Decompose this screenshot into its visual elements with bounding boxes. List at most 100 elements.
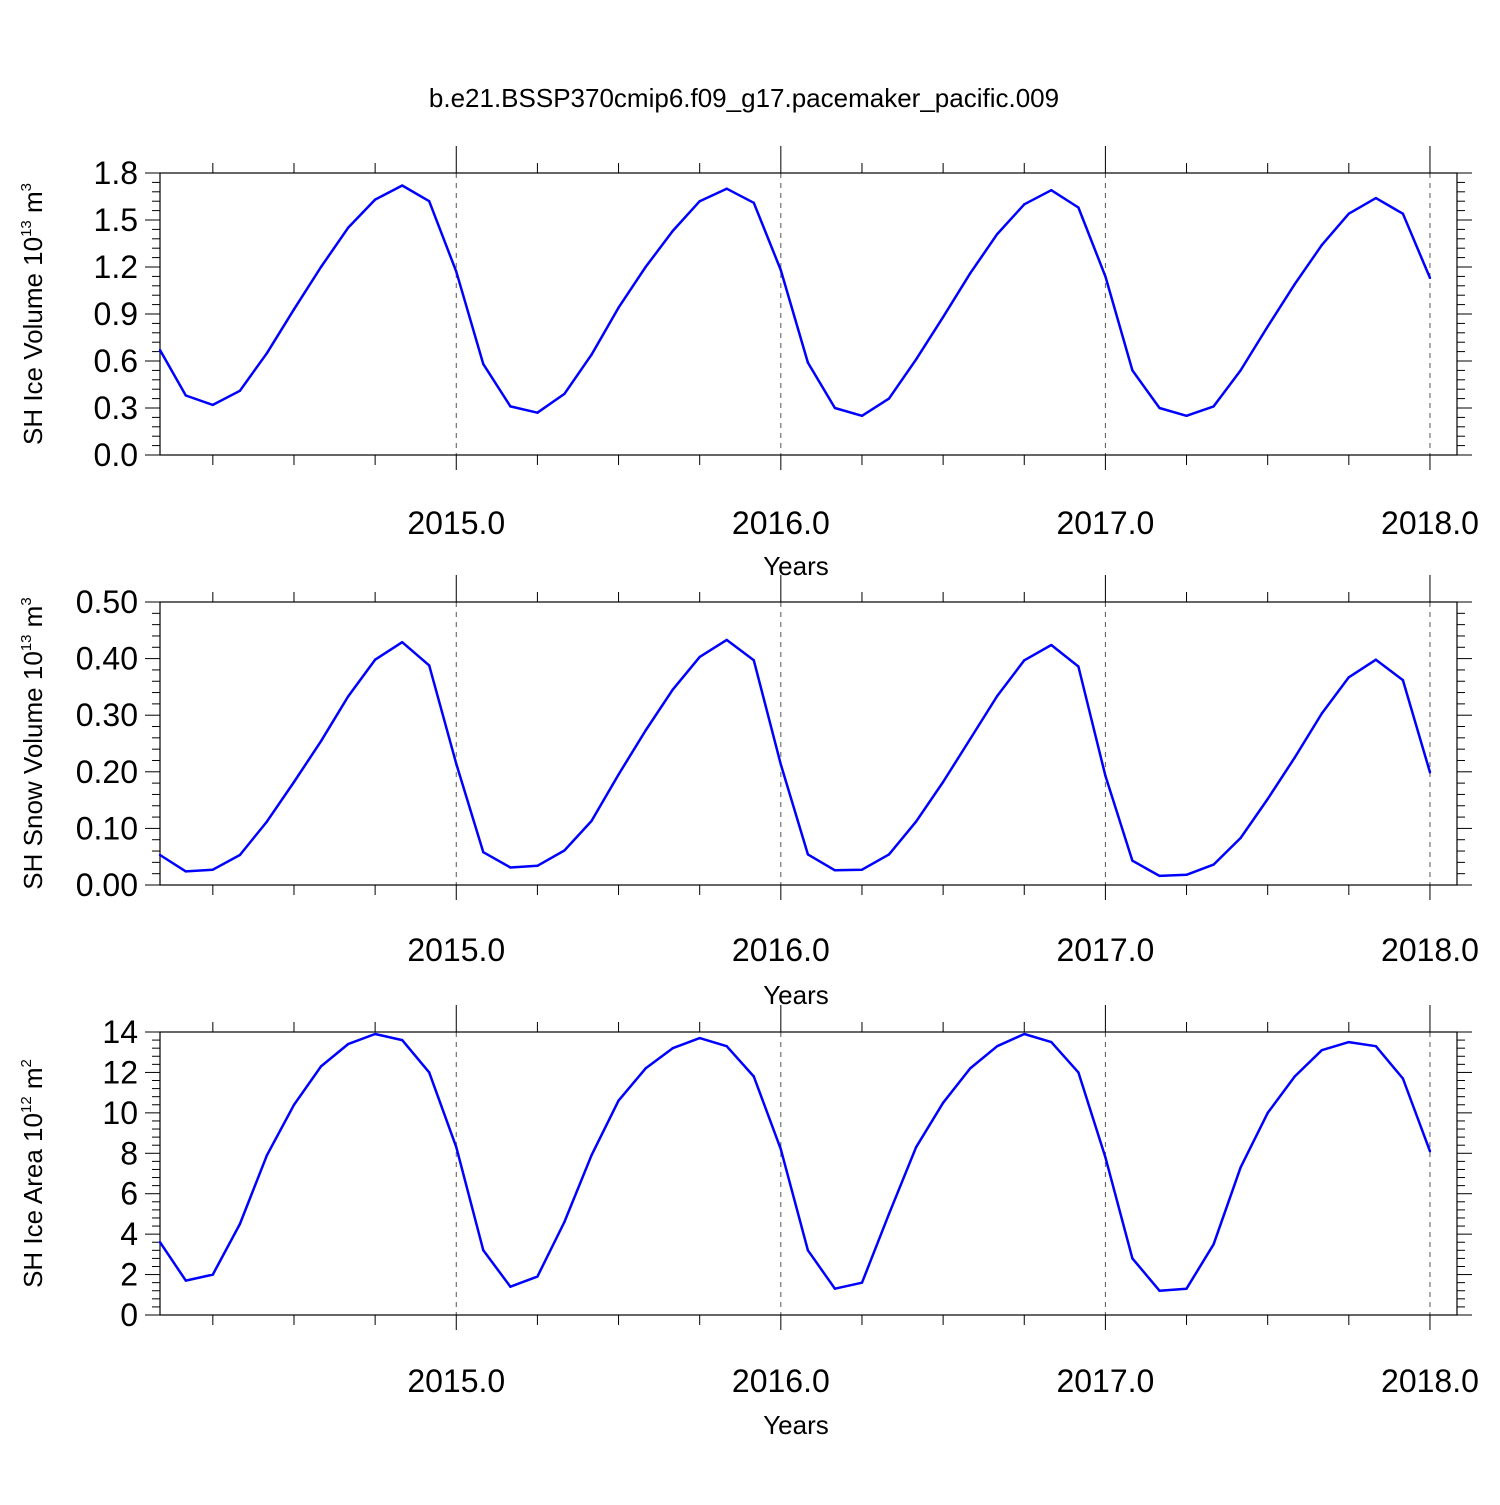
data-point	[1185, 873, 1188, 877]
data-point	[671, 1046, 674, 1050]
data-point	[671, 229, 674, 233]
data-point	[509, 1285, 512, 1288]
data-point	[455, 762, 458, 766]
data-point	[860, 1281, 864, 1284]
data-point	[1293, 1075, 1296, 1078]
data-point	[1104, 1156, 1107, 1159]
data-point	[1131, 859, 1134, 862]
data-point	[996, 694, 999, 698]
data-point	[644, 265, 647, 269]
x-tick-label: 2018.0	[1381, 1363, 1479, 1399]
data-point	[1320, 243, 1323, 247]
data-point	[806, 853, 810, 856]
data-point	[698, 200, 701, 203]
data-point	[779, 1148, 783, 1151]
data-point	[265, 820, 269, 823]
data-point	[1347, 1040, 1351, 1044]
data-point	[590, 353, 593, 356]
data-point	[698, 1036, 701, 1040]
data-point	[968, 737, 972, 741]
x-tick-label: 2017.0	[1056, 505, 1154, 541]
data-point	[1293, 283, 1296, 286]
data-point	[292, 1103, 296, 1106]
data-point	[1131, 1257, 1134, 1260]
y-tick-label: 1.8	[94, 155, 138, 191]
data-point	[1320, 1048, 1323, 1052]
data-point	[455, 1146, 458, 1149]
data-point	[833, 869, 837, 872]
y-tick-label: 0.3	[94, 390, 138, 426]
data-point	[1185, 414, 1188, 418]
data-point	[1023, 203, 1026, 206]
data-point	[698, 655, 701, 659]
x-tick-label: 2015.0	[407, 505, 505, 541]
y-tick-label: 1.2	[94, 249, 138, 285]
y-tick-label: 14	[102, 1014, 138, 1050]
data-point	[941, 1101, 945, 1104]
panel-3: 0 2 4 6 8 10 12 14 2015.0 2016.0 2017.0 2018.0 Years…	[18, 1005, 1479, 1440]
y-tick-label: 0.10	[76, 810, 138, 846]
data-point	[1158, 874, 1161, 878]
data-point	[184, 394, 188, 397]
data-point	[1239, 1166, 1242, 1169]
data-point	[536, 411, 539, 414]
data-point	[1401, 678, 1405, 682]
data-point	[482, 362, 485, 366]
series-line	[158, 184, 1432, 418]
data-point	[1077, 206, 1080, 209]
data-point	[346, 1042, 350, 1046]
data-point	[860, 414, 864, 418]
data-point	[1320, 712, 1323, 715]
data-point	[860, 868, 864, 871]
data-point	[914, 820, 918, 823]
y-tick-label: 8	[120, 1135, 138, 1171]
data-point	[184, 870, 188, 873]
data-point	[1050, 643, 1053, 647]
panel-2: 0.00 0.10 0.20 0.30 0.40 0.50 2015.0 2016.0 2017…	[18, 575, 1479, 1010]
y-tick-label: 12	[102, 1054, 138, 1090]
data-point	[346, 226, 350, 230]
data-point	[1185, 1287, 1188, 1290]
data-point	[887, 397, 891, 400]
data-point	[428, 200, 431, 203]
data-point	[292, 780, 296, 784]
data-point	[482, 1249, 485, 1252]
x-axis-title: Years	[763, 980, 829, 1010]
data-point	[319, 265, 323, 269]
data-point	[536, 1275, 539, 1278]
data-point	[1104, 774, 1107, 777]
data-point	[1374, 1044, 1378, 1048]
x-tick-label: 2015.0	[407, 1363, 505, 1399]
y-tick-label: 0.6	[94, 343, 138, 379]
data-point	[806, 361, 810, 364]
data-point	[833, 1287, 837, 1290]
plot-frame	[159, 601, 1458, 886]
data-point	[373, 1032, 377, 1036]
data-point	[671, 688, 674, 691]
data-point	[563, 849, 566, 852]
data-point	[752, 659, 755, 662]
data-point	[1077, 1071, 1080, 1074]
y-tick-label: 0.0	[94, 437, 138, 473]
data-point	[238, 853, 242, 857]
data-point	[428, 1071, 431, 1074]
y-tick-label: 6	[120, 1176, 138, 1212]
data-point	[238, 389, 242, 392]
data-point	[319, 740, 323, 743]
data-point	[968, 272, 972, 275]
data-point	[373, 198, 377, 201]
data-point	[1023, 659, 1026, 662]
y-axis-title: SH Ice Volume 1013 m3	[18, 183, 48, 445]
data-point	[1104, 275, 1107, 278]
data-point	[779, 763, 783, 766]
data-point	[1428, 276, 1432, 280]
x-tick-label: 2016.0	[732, 505, 830, 541]
x-tick-label: 2017.0	[1056, 932, 1154, 968]
x-axis-title: Years	[763, 1410, 829, 1440]
data-point	[914, 1146, 918, 1149]
data-point	[482, 850, 485, 854]
data-point	[1266, 1111, 1269, 1115]
y-axis-title: SH Snow Volume 1013 m3	[18, 597, 48, 889]
x-tick-label: 2016.0	[732, 932, 830, 968]
